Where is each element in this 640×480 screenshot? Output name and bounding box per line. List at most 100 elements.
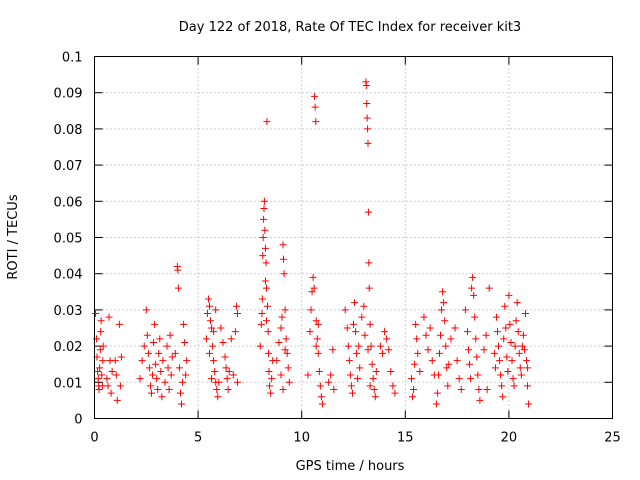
data-point [445,360,453,368]
data-point [472,335,480,343]
data-point [279,255,287,263]
data-point [182,371,190,379]
data-point [275,338,283,346]
data-point [389,382,397,390]
data-point [411,360,419,368]
data-point [343,324,351,332]
data-point [210,328,218,336]
data-point [420,313,428,321]
data-point [146,382,154,390]
data-point [273,357,281,365]
y-tick-label: 0.02 [54,340,83,355]
data-point [379,349,387,357]
data-point [414,349,422,357]
data-point [154,386,162,394]
data-point [92,310,100,318]
x-tick-labels: 0 5 10 15 20 25 [90,431,620,446]
data-point [443,364,451,372]
data-point [507,338,515,346]
data-point [524,364,532,372]
data-point [413,335,421,343]
y-tick-labels: 0 0.01 0.02 0.03 0.04 0.05 0.06 0.07 0.08 0.09 0.1 [54,51,83,428]
data-point [221,353,229,361]
data-point [518,342,526,350]
data-point [490,349,498,357]
data-point [277,324,285,332]
data-point [175,364,183,372]
data-point [108,367,116,375]
data-point [159,357,167,365]
data-point [517,371,525,379]
y-tick-label: 0.1 [62,51,83,66]
data-point [307,306,315,314]
data-point [143,331,151,339]
data-point [280,270,288,278]
data-point [312,118,320,126]
data-point [314,349,322,357]
data-point [358,313,366,321]
data-point [267,389,275,397]
data-point [265,349,273,357]
data-point [352,328,360,336]
data-point [433,389,441,397]
data-point [211,367,219,375]
y-tick-label: 0.01 [54,376,83,391]
y-tick-label: 0.05 [54,232,83,247]
data-point [440,299,448,307]
data-point [345,357,353,365]
data-point [480,346,488,354]
data-point [277,371,285,379]
data-point [112,371,120,379]
data-point [437,331,445,339]
data-point [503,353,511,361]
y-tick-label: 0.08 [54,123,83,138]
data-point [524,382,532,390]
data-point [464,346,472,354]
data-point [362,81,370,89]
data-point [371,393,379,401]
data-point [495,342,503,350]
data-point [258,295,266,303]
data-point [232,302,240,310]
data-point [463,328,471,336]
data-point [96,346,104,354]
data-point [314,320,322,328]
data-point [204,295,212,303]
data-point [367,342,375,350]
data-point [466,360,474,368]
data-point [260,205,268,213]
data-point [223,375,231,383]
data-point [516,364,524,372]
data-point [161,378,169,386]
data-point [476,396,484,404]
data-point [256,342,264,350]
data-point [265,367,273,375]
data-point [209,342,217,350]
data-point [469,273,477,281]
data-point [264,328,272,336]
data-point [207,317,215,325]
data-point [483,386,491,394]
data-point [168,353,176,361]
data-point [468,284,476,292]
data-point [512,317,520,325]
data-point [492,313,500,321]
data-point [348,389,356,397]
data-point [442,342,450,350]
data-point [366,382,374,390]
data-point [166,331,174,339]
data-point [428,357,436,365]
x-axis-label: GPS time / hours [296,459,405,474]
data-point [158,393,166,401]
data-point [424,346,432,354]
data-point [366,320,374,328]
data-point [521,310,529,318]
data-point [369,375,377,383]
data-point [208,324,216,332]
data-point [501,302,509,310]
data-point [94,375,102,383]
data-point [363,114,371,122]
data-point [163,342,171,350]
data-point [364,208,372,216]
data-point [155,349,163,357]
